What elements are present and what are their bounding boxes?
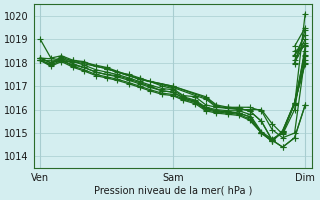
X-axis label: Pression niveau de la mer( hPa ): Pression niveau de la mer( hPa ) xyxy=(93,186,252,196)
